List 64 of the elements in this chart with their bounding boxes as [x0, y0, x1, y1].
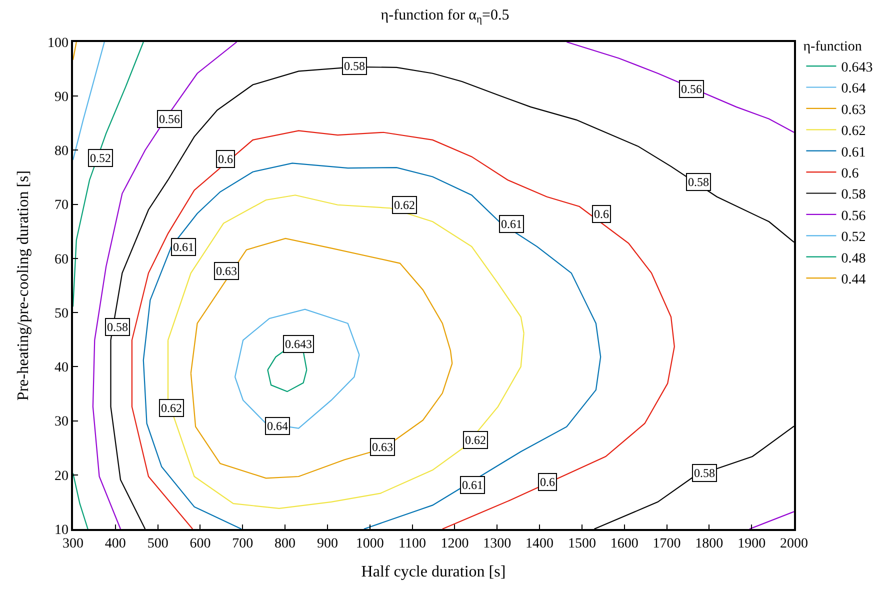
y-axis-title: Pre-heating/pre-cooling duration [s]: [14, 170, 32, 401]
y-tick-label: 40: [54, 360, 68, 376]
x-tick-label: 1400: [526, 536, 554, 552]
legend-label: 0.6: [841, 166, 859, 182]
legend-label: 0.61: [841, 145, 866, 160]
chart-title: η-function for α$_{η}$=0.5: [380, 7, 510, 26]
annotation: 0.6: [540, 475, 555, 489]
annotation: 0.62: [394, 198, 415, 212]
x-tick-label: 300: [62, 536, 84, 552]
annotation: 0.52: [90, 151, 111, 165]
x-tick-label: 1600: [610, 536, 638, 552]
legend-label: 0.62: [841, 124, 866, 140]
x-tick-label: 500: [147, 536, 168, 552]
annotation: 0.6: [594, 207, 609, 221]
x-tick-label: 400: [104, 536, 126, 552]
x-tick-label: 700: [232, 536, 254, 552]
annotation: 0.6: [218, 152, 233, 166]
line-series: [131, 130, 675, 529]
y-tick-label: 80: [54, 144, 68, 160]
x-tick-label: 1700: [652, 536, 681, 552]
legend-label: 0.44: [841, 272, 866, 288]
y-tick-label: 50: [54, 306, 68, 322]
annotation: 0.61: [173, 240, 194, 254]
x-tick-label: 1100: [398, 536, 426, 552]
annotation: 0.58: [107, 320, 128, 334]
x-tick-label: 800: [274, 536, 296, 552]
annotation: 0.61: [501, 217, 522, 231]
x-axis-title: Half cycle duration [s]: [361, 564, 506, 581]
annotation: 0.62: [465, 433, 486, 447]
y-tick-label: 10: [54, 522, 68, 538]
annotation: 0.64: [267, 419, 288, 433]
annotation: 0.63: [216, 264, 237, 278]
annotation: 0.643: [285, 337, 312, 351]
annotation: 0.63: [372, 440, 393, 454]
x-tick-label: 1800: [695, 536, 724, 552]
y-tick-label: 100: [47, 36, 68, 51]
x-tick-label: 1500: [568, 536, 596, 552]
legend-label: 0.58: [841, 188, 866, 203]
legend-label: 0.48: [841, 251, 866, 266]
x-tick-label: 1300: [483, 536, 512, 552]
annotation: 0.61: [462, 478, 483, 492]
x-tick-label: 1000: [356, 536, 384, 552]
y-tick-label: 60: [54, 252, 68, 268]
y-tick-label: 30: [54, 414, 68, 430]
x-tick-label: 900: [316, 536, 338, 552]
annotation: 0.58: [344, 59, 365, 73]
legend-label: 0.643: [841, 60, 873, 76]
x-tick-label: 1900: [738, 536, 766, 552]
annotation: 0.58: [694, 466, 715, 480]
annotation: 0.56: [681, 82, 702, 96]
legend-title: η-function: [803, 39, 862, 54]
annotation: 0.58: [688, 175, 709, 189]
annotation: 0.62: [161, 401, 182, 415]
y-tick-label: 90: [54, 90, 68, 106]
legend-label: 0.63: [841, 102, 866, 118]
x-tick-label: 600: [190, 536, 211, 552]
legend-label: 0.64: [841, 82, 866, 97]
legend-label: 0.52: [841, 230, 866, 246]
legend-label: 0.56: [841, 208, 866, 224]
y-tick-label: 20: [54, 468, 68, 484]
x-tick-label: 1200: [440, 536, 469, 552]
x-tick-label: 2000: [780, 536, 808, 552]
y-tick-label: 70: [54, 198, 68, 214]
annotation: 0.56: [159, 112, 180, 126]
